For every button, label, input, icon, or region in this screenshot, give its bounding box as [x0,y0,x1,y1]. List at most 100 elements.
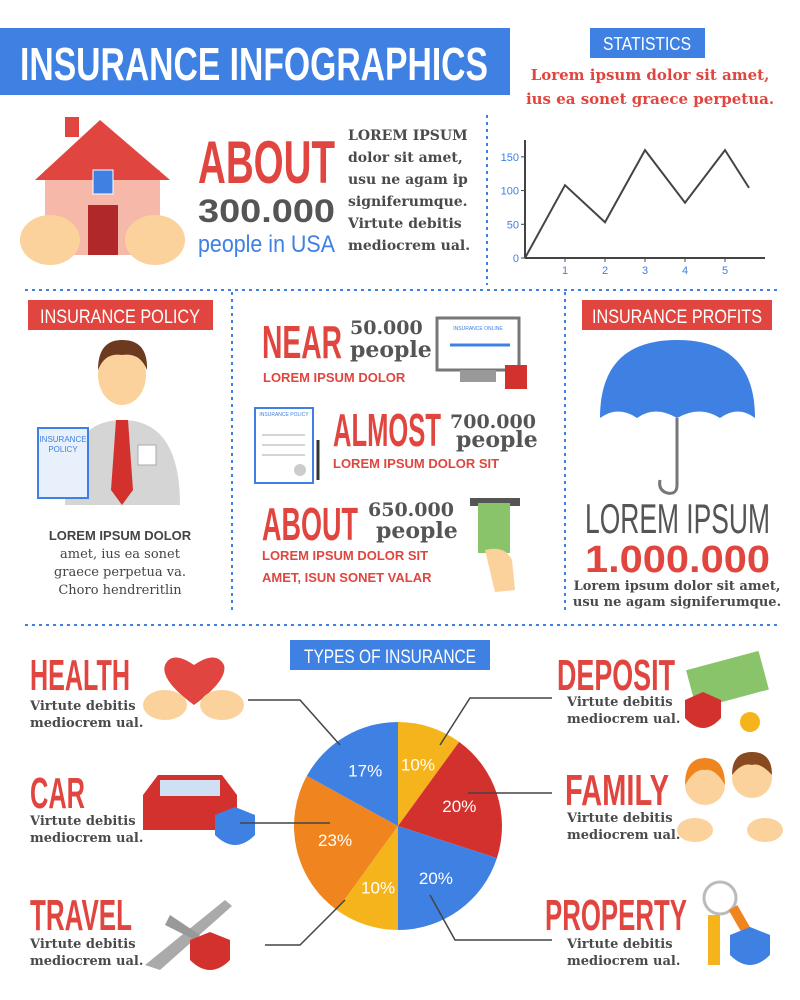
types-box [290,640,490,670]
body-text: dolor sit amet, [348,150,463,166]
y-tick-label: 50 [507,219,519,231]
document-label: POLICY [48,445,78,454]
profits-heading: LOREM IPSUM [585,495,770,542]
heading: 300.000 [198,193,335,229]
type-description: mediocrem ual. [30,954,143,969]
callout-line [248,699,341,746]
icon-label: INSURANCE ONLINE [453,326,503,332]
slice-label: 23% [318,831,352,850]
pie-slice [398,741,502,859]
cash-icon [470,498,520,592]
heading: CAR [30,769,85,818]
figure-caption: AMET, ISUN SONET VALAR [262,570,432,585]
money-icon [685,650,769,732]
slice-label: 20% [442,797,476,816]
type-description: Virtute debitis [566,811,673,826]
type-description: mediocrem ual. [30,831,143,846]
title: INSURANCE INFOGRAPHICS [20,38,488,90]
subheading: people in USA [198,231,335,258]
body-text: usu ne agam ip [348,172,468,188]
section-label: STATISTICS [603,34,691,54]
statistics-text: ius ea sonet graece perpetua. [526,90,774,108]
document-icon [254,407,320,484]
x-tick-label: 5 [722,265,728,277]
dividers [25,115,780,626]
section-label: TYPES OF INSURANCE [304,647,476,668]
y-tick-label: 150 [501,152,519,164]
figure-unit: people [376,518,458,544]
body-text: amet, ius ea sonet [60,547,181,562]
slice-label: 17% [348,761,382,780]
pie-slice [398,826,497,930]
heading: ABOUT [198,129,335,196]
statistics-text: Lorem ipsum dolor sit amet, [531,66,770,84]
heading: TRAVEL [30,891,132,940]
type-description: mediocrem ual. [30,716,143,731]
section-label: INSURANCE PROFITS [592,307,762,328]
figure-caption: LOREM IPSUM DOLOR SIT [333,456,499,471]
body-text: signiferumque. [348,194,468,210]
icon-label: INSURANCE POLICY [259,412,309,418]
pie-slice [294,775,398,911]
house-icon [20,117,185,265]
body-text: Lorem ipsum dolor sit amet, [574,579,781,594]
callout-line [429,894,552,941]
type-description: Virtute debitis [29,699,136,714]
figure-caption: LOREM IPSUM DOLOR [263,370,406,385]
keys-icon [702,880,770,965]
type-description: mediocrem ual. [567,828,680,843]
x-tick-label: 1 [562,265,568,277]
figure-unit: people [456,427,538,453]
body-text: usu ne agam signiferumque. [573,595,781,610]
policy-box [28,300,213,330]
stats-box [590,28,705,58]
family-icon [677,752,783,842]
x-tick-label: 3 [642,265,648,277]
x-tick-label: 2 [602,265,608,277]
car-icon [143,775,255,845]
figure-number: 50.000 [350,317,423,339]
heading: ALMOST [333,404,441,456]
heading: FAMILY [565,766,669,815]
body-text: mediocrem ual. [348,238,470,254]
section-label: INSURANCE POLICY [40,307,200,328]
line-series [524,148,750,259]
monitor-icon [435,316,527,389]
slice-label: 10% [401,756,435,775]
x-tick-label: 4 [682,265,688,277]
title-bar [0,28,510,95]
type-description: mediocrem ual. [567,712,680,727]
figure-caption: LOREM IPSUM DOLOR SIT [262,548,428,563]
person-icon [37,340,180,505]
body-text: Choro hendreritlin [58,583,182,598]
pie-slice [336,826,398,931]
heading: 1.000.000 [585,539,770,581]
plane-icon [145,900,232,970]
type-description: Virtute debitis [29,814,136,829]
heart-icon [143,657,244,720]
pie-slice [306,722,398,826]
type-description: Virtute debitis [566,695,673,710]
figure-number: 700.000 [450,411,536,433]
type-description: Virtute debitis [566,937,673,952]
y-tick-label: 100 [501,186,519,198]
umbrella-icon [600,340,755,495]
body-text: Virtute debitis [347,216,462,232]
figure-number: 650.000 [368,499,454,521]
heading: HEALTH [30,651,130,700]
type-description: mediocrem ual. [567,954,680,969]
figure-unit: people [350,337,432,363]
pie-slice [398,722,460,826]
callout-line [439,697,552,746]
heading: NEAR [262,316,342,368]
slice-label: 10% [361,878,395,897]
heading: PROPERTY [545,891,687,940]
slice-label: 20% [419,869,453,888]
heading: ABOUT [262,498,358,550]
body-text: LOREM IPSUM [348,128,468,144]
body-text: graece perpetua va. [54,565,186,580]
document-label: INSURANCE [39,435,86,444]
heading: DEPOSIT [557,651,675,700]
type-description: Virtute debitis [29,937,136,952]
